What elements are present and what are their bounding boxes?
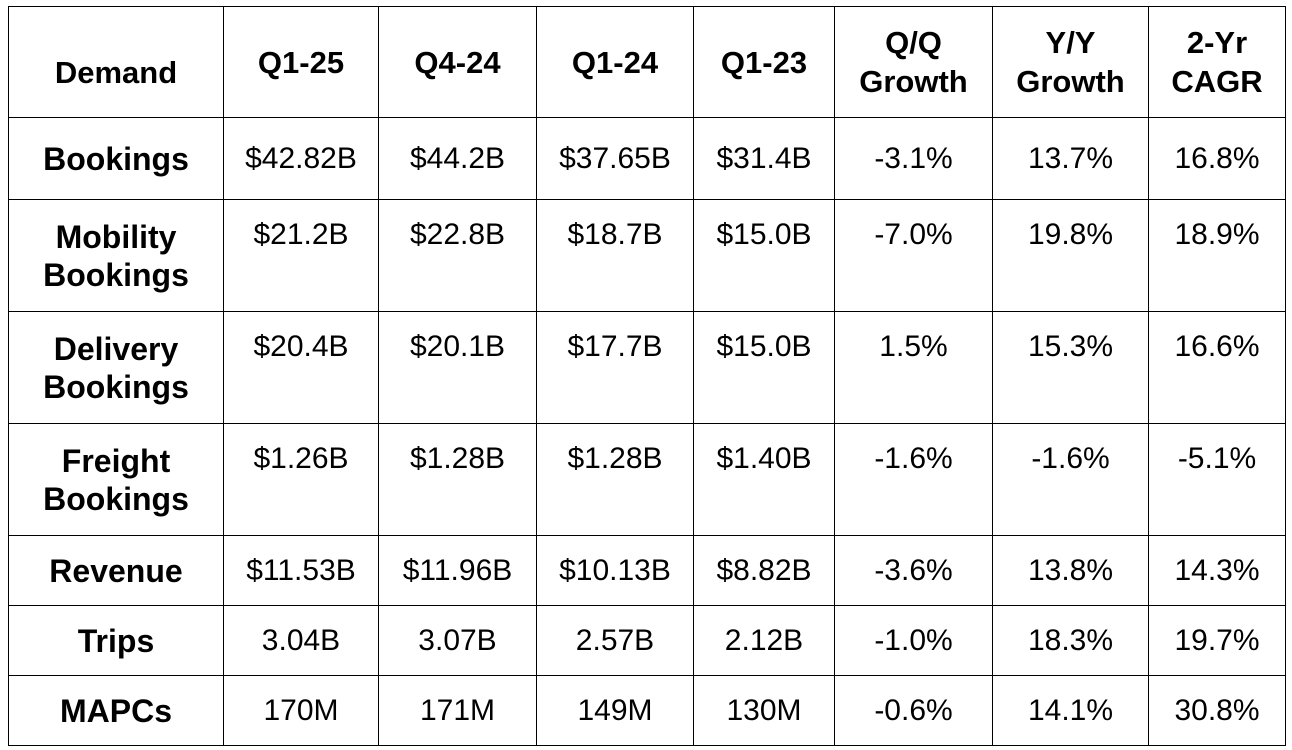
table-cell: $18.7B [536,199,694,312]
table-cell: $31.4B [693,117,835,200]
table-row: Delivery Bookings $20.4B $20.1B $17.7B $… [8,311,1286,424]
table-cell: -1.6% [992,423,1149,536]
header-cagr-line2: CAGR [1171,64,1263,99]
table-cell: $1.40B [693,423,835,536]
table-cell: $15.0B [693,311,835,424]
table-cell: 171M [378,675,537,746]
row-label-text: MAPCs [59,692,172,729]
table-cell: $17.7B [536,311,694,424]
table-cell: $37.65B [536,117,694,200]
header-qq-line1: Q/Q [885,25,942,60]
row-label-text: Bookings [43,140,189,177]
table-row: Mobility Bookings $21.2B $22.8B $18.7B $… [8,199,1286,312]
table-row: Bookings $42.82B $44.2B $37.65B $31.4B -… [8,117,1286,200]
header-q1-24: Q1-24 [536,6,694,118]
header-2yr-cagr: 2-Yr CAGR [1148,6,1286,118]
row-label-text: Revenue [49,552,183,589]
table-cell: -7.0% [834,199,993,312]
header-q1-23-text: Q1-23 [720,44,808,80]
table-cell: $20.4B [223,311,379,424]
table-cell: 130M [693,675,835,746]
table-row: Freight Bookings $1.26B $1.28B $1.28B $1… [8,423,1286,536]
header-q1-23: Q1-23 [693,6,835,118]
header-q1-25-text: Q1-25 [257,44,345,80]
table-cell: 3.07B [378,605,537,676]
row-label-text: Trips [77,622,155,659]
table-cell: 14.3% [1148,535,1286,606]
table-cell: 149M [536,675,694,746]
row-label-line2: Bookings [43,256,189,293]
table-cell: -1.6% [834,423,993,536]
header-q1-25: Q1-25 [223,6,379,118]
row-label: Freight Bookings [8,423,224,536]
table-cell: $1.28B [536,423,694,536]
table-cell: -0.6% [834,675,993,746]
table-cell: 13.8% [992,535,1149,606]
table-cell: -3.6% [834,535,993,606]
header-qq-growth: Q/Q Growth [834,6,993,118]
table-cell: 15.3% [992,311,1149,424]
header-cagr-line1: 2-Yr [1186,25,1248,60]
table-cell: 13.7% [992,117,1149,200]
table-cell: 30.8% [1148,675,1286,746]
table-cell: 18.3% [992,605,1149,676]
table-cell: 18.9% [1148,199,1286,312]
table-cell: $22.8B [378,199,537,312]
row-label-line2: Bookings [43,480,189,517]
table-row: Revenue $11.53B $11.96B $10.13B $8.82B -… [8,535,1286,606]
table-cell: $20.1B [378,311,537,424]
table-cell: -1.0% [834,605,993,676]
row-label: MAPCs [8,675,224,746]
header-yy-line2: Growth [1016,64,1125,99]
table-cell: $11.53B [223,535,379,606]
row-label-line1: Delivery [53,330,179,367]
row-label-line1: Mobility [55,218,177,255]
demand-table: Demand Q1-25 Q4-24 Q1-24 Q1-23 Q/Q Growt… [8,6,1286,746]
row-label: Revenue [8,535,224,606]
header-row: Demand Q1-25 Q4-24 Q1-24 Q1-23 Q/Q Growt… [8,6,1286,118]
row-label: Bookings [8,117,224,200]
table-cell: $1.26B [223,423,379,536]
table-cell: -3.1% [834,117,993,200]
table-cell: 19.8% [992,199,1149,312]
row-label: Delivery Bookings [8,311,224,424]
header-q4-24: Q4-24 [378,6,537,118]
table-cell: $10.13B [536,535,694,606]
header-yy-growth: Y/Y Growth [992,6,1149,118]
header-q4-24-text: Q4-24 [414,44,501,80]
table-cell: -5.1% [1148,423,1286,536]
table-cell: $1.28B [378,423,537,536]
table-cell: $15.0B [693,199,835,312]
header-qq-line2: Growth [859,64,968,99]
table-cell: $44.2B [378,117,537,200]
table-cell: 19.7% [1148,605,1286,676]
table-cell: 2.57B [536,605,694,676]
table-cell: 16.6% [1148,311,1286,424]
table-cell: $8.82B [693,535,835,606]
header-q1-24-text: Q1-24 [571,44,659,80]
table-cell: 3.04B [223,605,379,676]
header-demand: Demand [8,6,224,118]
row-label: Trips [8,605,224,676]
table-row: Trips 3.04B 3.07B 2.57B 2.12B -1.0% 18.3… [8,605,1286,676]
table-cell: 16.8% [1148,117,1286,200]
table-row: MAPCs 170M 171M 149M 130M -0.6% 14.1% 30… [8,675,1286,746]
table-cell: 14.1% [992,675,1149,746]
table-cell: $11.96B [378,535,537,606]
table-cell: $21.2B [223,199,379,312]
row-label: Mobility Bookings [8,199,224,312]
header-demand-text: Demand [54,54,178,90]
row-label-line1: Freight [61,442,171,479]
header-yy-line1: Y/Y [1045,25,1096,60]
table-cell: 170M [223,675,379,746]
table-cell: 1.5% [834,311,993,424]
row-label-line2: Bookings [43,368,189,405]
table-cell: $42.82B [223,117,379,200]
table-cell: 2.12B [693,605,835,676]
